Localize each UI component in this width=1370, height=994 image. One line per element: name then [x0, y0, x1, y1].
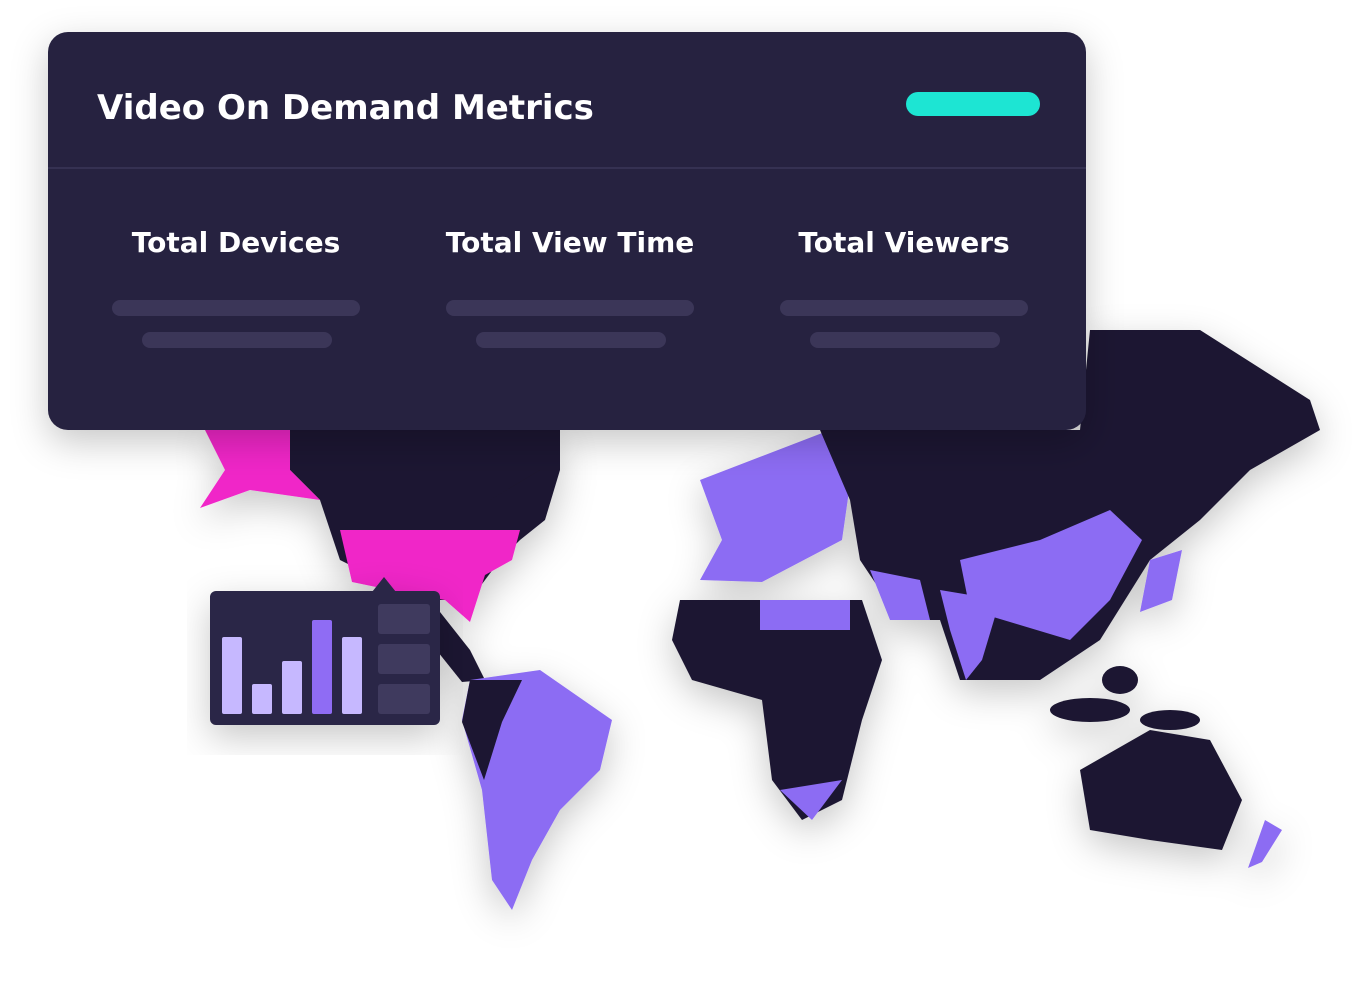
map-region — [200, 430, 320, 508]
tooltip-pointer — [372, 577, 396, 592]
map-region — [1102, 666, 1138, 694]
tooltip-block — [378, 644, 430, 674]
placeholder-line — [476, 332, 666, 348]
tooltip-block — [378, 684, 430, 714]
decorative-bar — [282, 661, 302, 714]
map-region — [462, 680, 522, 780]
map-region — [760, 600, 850, 630]
placeholder-line — [780, 300, 1028, 316]
status-pill[interactable] — [906, 92, 1040, 116]
metrics-card: Video On Demand Metrics Total Devices To… — [48, 32, 1086, 430]
placeholder-line — [112, 300, 360, 316]
map-region — [430, 612, 485, 682]
placeholder-line — [810, 332, 1000, 348]
map-region — [780, 780, 842, 820]
decorative-bar — [342, 637, 362, 714]
map-region — [1248, 820, 1282, 868]
map-region — [1080, 730, 1242, 850]
tooltip-content — [222, 604, 430, 714]
metric-label: Total Viewers — [798, 226, 1009, 259]
metric-label: Total Devices — [132, 226, 341, 259]
world-map — [200, 330, 1320, 910]
placeholder-line — [446, 300, 694, 316]
map-region — [870, 570, 930, 620]
map-region — [1140, 550, 1182, 612]
map-region — [940, 590, 1000, 680]
map-region — [700, 430, 852, 582]
decorative-bar — [312, 620, 332, 714]
map-region — [1050, 698, 1130, 722]
card-background — [48, 32, 1086, 430]
placeholder-line — [142, 332, 332, 348]
map-region — [672, 600, 882, 820]
map-region — [340, 530, 520, 622]
map-region — [430, 430, 560, 500]
metric-label: Total View Time — [446, 226, 695, 259]
decorative-bar — [222, 637, 242, 714]
map-region — [960, 510, 1142, 640]
decorative-bar — [252, 684, 272, 714]
tooltip-block — [378, 604, 430, 634]
card-title: Video On Demand Metrics — [97, 88, 594, 128]
map-region — [1140, 710, 1200, 730]
